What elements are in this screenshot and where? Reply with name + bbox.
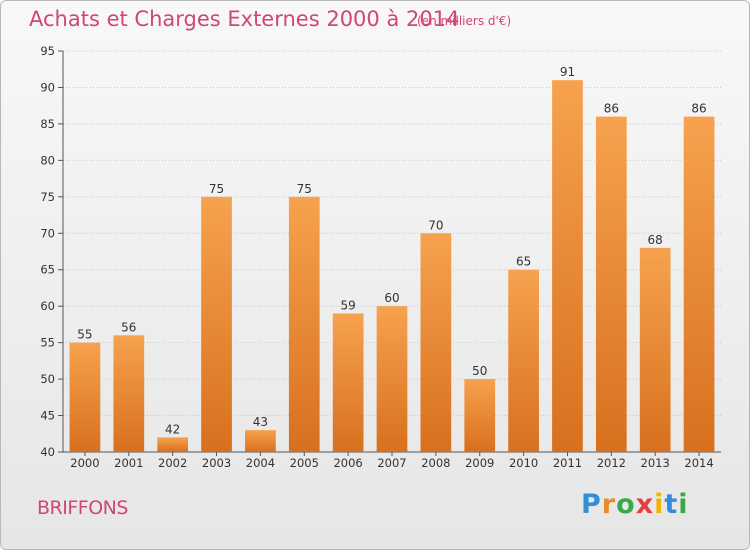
- bar: [683, 116, 715, 453]
- bar-layer: [69, 80, 715, 453]
- x-tick-label: 2008: [421, 456, 450, 470]
- bar: [464, 379, 496, 452]
- logo-letter: t: [664, 489, 679, 520]
- x-tick-label: 2011: [553, 456, 582, 470]
- logo-letter: o: [616, 489, 636, 520]
- bar: [508, 269, 539, 452]
- bar-value-label: 55: [77, 328, 92, 342]
- bar-value-label: 42: [165, 422, 180, 436]
- bar-value-label: 59: [340, 298, 355, 312]
- y-tick-label: 90: [40, 80, 55, 94]
- y-tick-label: 65: [40, 263, 55, 277]
- bar: [595, 116, 627, 453]
- bar: [376, 306, 408, 452]
- y-tick-label: 55: [40, 336, 55, 350]
- bar: [552, 80, 583, 452]
- commune-name: BRIFFONS: [37, 497, 128, 519]
- y-tick-label: 60: [40, 299, 55, 313]
- chart-title: Achats et Charges Externes 2000 à 2014: [29, 7, 460, 31]
- bar: [69, 342, 101, 452]
- y-tick-label: 75: [40, 190, 55, 204]
- bar-value-label: 75: [209, 182, 224, 196]
- bar-value-label: 86: [691, 102, 706, 116]
- x-tick-label: 2013: [641, 456, 670, 470]
- bar-value-label: 68: [648, 233, 663, 247]
- y-tick-label: 70: [40, 226, 55, 240]
- x-tick-label: 2005: [290, 456, 319, 470]
- x-tick-label: 2002: [158, 456, 187, 470]
- bar: [639, 247, 671, 452]
- x-tick-label: 2012: [597, 456, 626, 470]
- bar-value-label: 75: [297, 182, 312, 196]
- label-layer: 55 56 42 75 43 75 59 60 70 50 65 91 86 68 86: [77, 65, 706, 436]
- chart-unit: (en milliers d'€): [417, 14, 512, 28]
- bar: [113, 335, 145, 452]
- y-tick-label: 45: [40, 409, 55, 423]
- bar: [201, 196, 232, 452]
- y-tick-label: 95: [40, 44, 55, 58]
- bar-value-label: 65: [516, 255, 531, 269]
- x-tick-label: 2004: [246, 456, 275, 470]
- y-tick-label: 50: [40, 372, 55, 386]
- x-tick-label: 2010: [509, 456, 538, 470]
- logo-letter: r: [601, 489, 617, 520]
- bar-value-label: 60: [384, 291, 399, 305]
- x-tick-label: 2003: [202, 456, 231, 470]
- bar-value-label: 50: [472, 364, 487, 378]
- bar-value-label: 43: [253, 415, 268, 429]
- bar-value-label: 91: [560, 65, 575, 79]
- y-tick-label: 85: [40, 117, 55, 131]
- y-tick-label: 40: [40, 445, 55, 459]
- x-tick-label: 2006: [333, 456, 362, 470]
- logo-letter: i: [678, 489, 689, 520]
- logo-letter: P: [581, 489, 602, 520]
- bar: [157, 437, 189, 452]
- bar-value-label: 70: [428, 218, 443, 232]
- y-tick-label: 80: [40, 153, 55, 167]
- logo-letter: x: [635, 489, 655, 520]
- logo-letter: i: [654, 489, 665, 520]
- bar-value-label: 86: [604, 102, 619, 116]
- bar: [420, 233, 452, 452]
- proxiti-logo: Proxiti: [581, 489, 689, 520]
- bar: [332, 313, 364, 452]
- x-tick-label: 2007: [377, 456, 406, 470]
- x-tick-label: 2014: [684, 456, 713, 470]
- x-tick-label: 2000: [70, 456, 99, 470]
- bar: [288, 196, 320, 452]
- bar: [245, 430, 276, 452]
- x-tick-label: 2001: [114, 456, 143, 470]
- bar-value-label: 56: [121, 320, 136, 334]
- x-tick-label: 2009: [465, 456, 494, 470]
